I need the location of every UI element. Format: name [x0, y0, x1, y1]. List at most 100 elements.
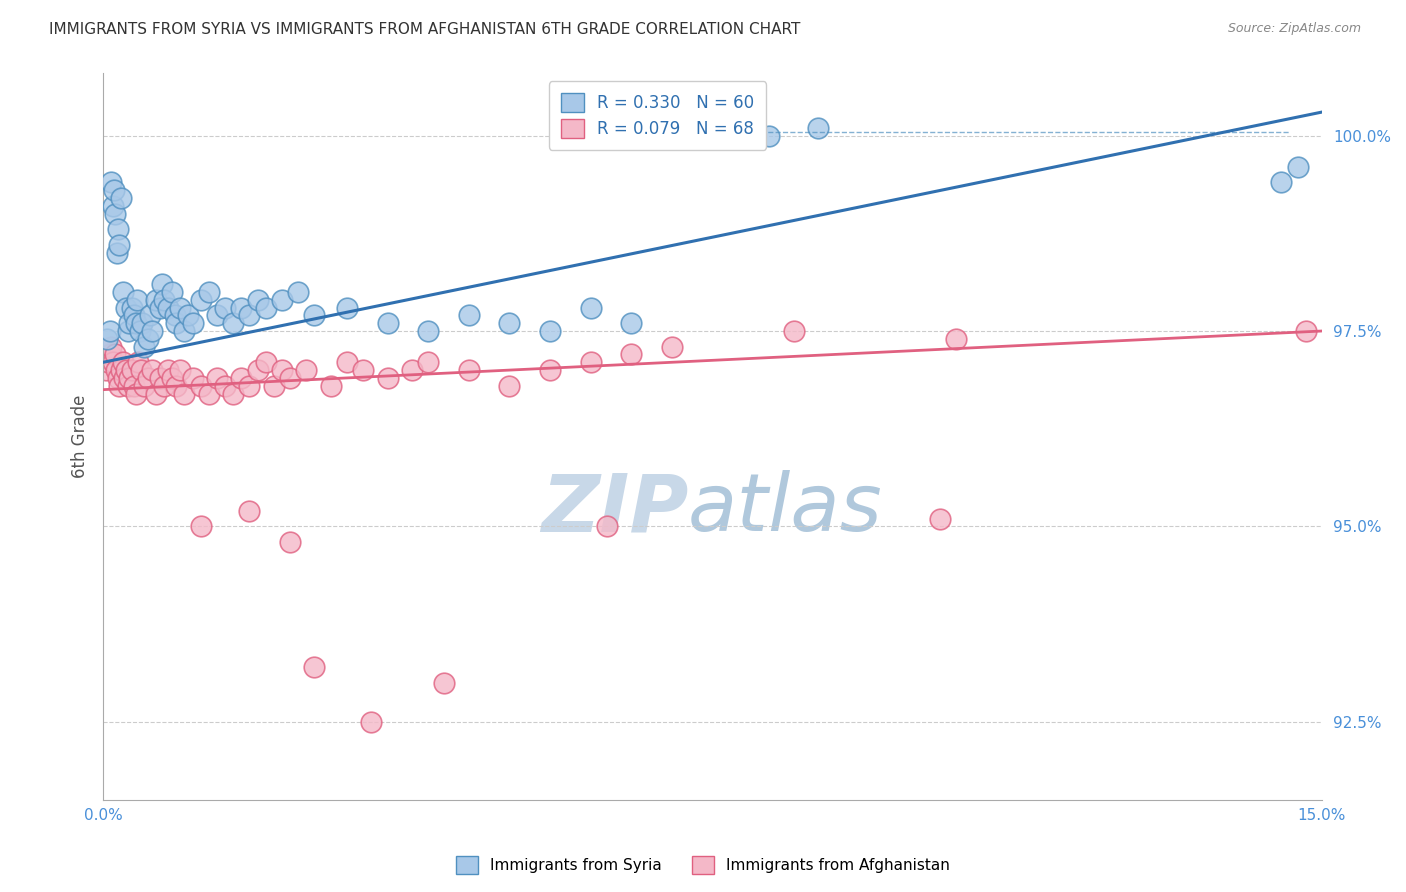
Point: [117, 378, 139, 392]
Point: [278, 371, 301, 385]
Point: [433, 676, 456, 690]
Point: [111, 355, 134, 369]
Point: [115, 301, 138, 315]
Point: [401, 363, 423, 377]
Y-axis label: 6th Grade: 6th Grade: [72, 395, 89, 478]
Point: [149, 301, 172, 315]
Point: [124, 316, 146, 330]
Point: [620, 316, 643, 330]
Point: [136, 371, 159, 385]
Point: [121, 363, 143, 377]
Point: [107, 222, 129, 236]
Point: [231, 301, 253, 315]
Point: [246, 293, 269, 307]
Point: [103, 347, 125, 361]
Point: [205, 309, 228, 323]
Point: [145, 386, 167, 401]
Point: [173, 324, 195, 338]
Point: [377, 371, 399, 385]
Point: [418, 324, 440, 338]
Point: [254, 301, 277, 315]
Point: [181, 371, 204, 385]
Point: [263, 378, 285, 392]
Point: [177, 309, 200, 323]
Point: [108, 238, 131, 252]
Point: [214, 301, 236, 315]
Point: [596, 519, 619, 533]
Point: [457, 363, 479, 377]
Point: [418, 355, 440, 369]
Point: [661, 340, 683, 354]
Point: [121, 301, 143, 315]
Point: [304, 660, 326, 674]
Point: [205, 371, 228, 385]
Point: [112, 371, 135, 385]
Point: [169, 363, 191, 377]
Point: [579, 355, 602, 369]
Point: [254, 355, 277, 369]
Point: [360, 714, 382, 729]
Point: [538, 324, 561, 338]
Point: [96, 332, 118, 346]
Point: [1295, 324, 1317, 338]
Point: [150, 277, 173, 291]
Point: [169, 301, 191, 315]
Point: [110, 191, 132, 205]
Point: [124, 386, 146, 401]
Point: [498, 378, 520, 392]
Point: [238, 504, 260, 518]
Point: [117, 324, 139, 338]
Point: [807, 120, 830, 135]
Point: [118, 371, 141, 385]
Point: [190, 293, 212, 307]
Point: [153, 293, 176, 307]
Point: [122, 309, 145, 323]
Point: [98, 324, 121, 338]
Point: [128, 324, 150, 338]
Point: [498, 316, 520, 330]
Point: [165, 316, 187, 330]
Point: [270, 293, 292, 307]
Point: [165, 378, 187, 392]
Point: [129, 363, 152, 377]
Point: [945, 332, 967, 346]
Point: [160, 371, 183, 385]
Point: [131, 316, 153, 330]
Point: [197, 386, 219, 401]
Point: [127, 293, 149, 307]
Point: [1286, 160, 1309, 174]
Point: [101, 199, 124, 213]
Point: [758, 128, 780, 143]
Point: [110, 363, 132, 377]
Point: [103, 183, 125, 197]
Point: [181, 316, 204, 330]
Point: [115, 363, 138, 377]
Point: [157, 301, 180, 315]
Point: [173, 386, 195, 401]
Point: [112, 285, 135, 299]
Point: [107, 371, 129, 385]
Point: [457, 309, 479, 323]
Legend: Immigrants from Syria, Immigrants from Afghanistan: Immigrants from Syria, Immigrants from A…: [450, 850, 956, 880]
Point: [287, 285, 309, 299]
Point: [160, 285, 183, 299]
Text: Source: ZipAtlas.com: Source: ZipAtlas.com: [1227, 22, 1361, 36]
Point: [1270, 176, 1292, 190]
Point: [304, 309, 326, 323]
Point: [118, 316, 141, 330]
Point: [157, 363, 180, 377]
Point: [214, 378, 236, 392]
Point: [238, 309, 260, 323]
Point: [105, 363, 128, 377]
Point: [122, 378, 145, 392]
Point: [270, 363, 292, 377]
Point: [100, 176, 122, 190]
Point: [190, 378, 212, 392]
Point: [104, 207, 127, 221]
Point: [538, 363, 561, 377]
Point: [97, 355, 120, 369]
Point: [238, 378, 260, 392]
Point: [100, 340, 122, 354]
Text: atlas: atlas: [688, 470, 883, 549]
Point: [197, 285, 219, 299]
